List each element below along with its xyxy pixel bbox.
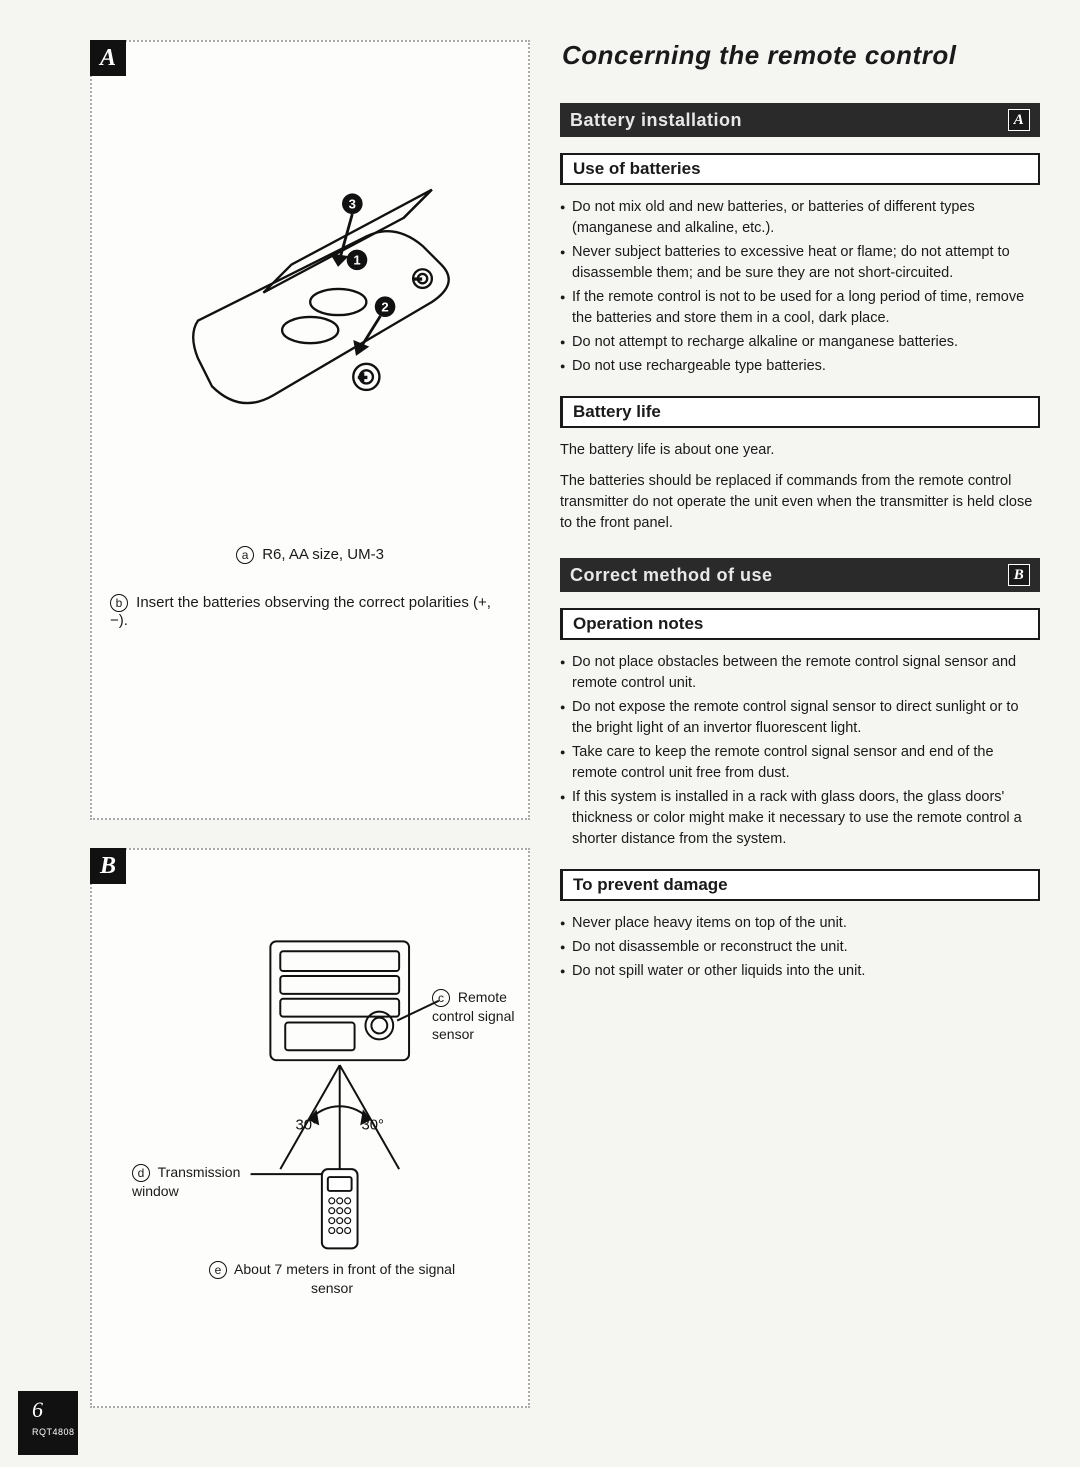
list-item: If the remote control is not to be used … (560, 287, 1040, 329)
doc-id: RQT4808 (32, 1427, 64, 1437)
bar-battery-installation: Battery installation A (560, 103, 1040, 137)
heading-prevent-damage: To prevent damage (560, 869, 1040, 901)
paragraph: The batteries should be replaced if comm… (560, 471, 1040, 534)
svg-text:1: 1 (353, 253, 360, 268)
battery-life-text: The battery life is about one year. The … (560, 440, 1040, 544)
list-item: Do not expose the remote control signal … (560, 697, 1040, 739)
svg-text:30°: 30° (295, 1118, 318, 1134)
left-column: A (90, 40, 530, 1447)
svg-text:2: 2 (381, 299, 388, 314)
list-item: Take care to keep the remote control sig… (560, 742, 1040, 784)
marker-b: b (110, 594, 128, 612)
bar2-tag: B (1008, 564, 1030, 586)
caption-b: b Insert the batteries observing the cor… (102, 594, 518, 629)
list-item: Do not spill water or other liquids into… (560, 961, 1040, 982)
page-title: Concerning the remote control (560, 40, 1040, 71)
list-item: Do not attempt to recharge alkaline or m… (560, 332, 1040, 353)
label-d: d Transmission window (132, 1163, 262, 1200)
list-item: Do not use rechargeable type batteries. (560, 356, 1040, 377)
bar1-tag: A (1008, 109, 1030, 131)
battery-install-diagram: − + 3 1 2 (102, 62, 518, 542)
list-item: Do not mix old and new batteries, or bat… (560, 197, 1040, 239)
caption-a: a R6, AA size, UM-3 (102, 546, 518, 564)
right-column: Concerning the remote control Battery in… (560, 40, 1040, 1447)
marker-e: e (209, 1261, 227, 1279)
operation-notes-text: Do not place obstacles between the remot… (560, 652, 1040, 853)
page-number: 6 (32, 1397, 43, 1422)
marker-a: a (236, 546, 254, 564)
label-e: e About 7 meters in front of the signal … (202, 1260, 462, 1297)
list-item: Never subject batteries to excessive hea… (560, 242, 1040, 284)
svg-text:+: + (358, 369, 367, 386)
list-item: Never place heavy items on top of the un… (560, 913, 1040, 934)
bar1-label: Battery installation (570, 110, 742, 131)
heading-operation-notes: Operation notes (560, 608, 1040, 640)
panel-a: A (90, 40, 530, 820)
list-item: Do not place obstacles between the remot… (560, 652, 1040, 694)
panel-b: B (90, 848, 530, 1408)
caption-a-text: R6, AA size, UM-3 (262, 546, 384, 563)
prevent-damage-text: Never place heavy items on top of the un… (560, 913, 1040, 985)
label-c: c Remote control signal sensor (432, 988, 542, 1044)
bar-correct-method: Correct method of use B (560, 558, 1040, 592)
marker-c: c (432, 989, 450, 1007)
remote-range-diagram: 30° 30° c Remote control signal sensor d… (102, 870, 518, 1290)
page-number-badge: 6 RQT4808 (18, 1391, 78, 1455)
svg-text:−: − (414, 271, 422, 286)
svg-text:30°: 30° (362, 1118, 385, 1134)
manual-page: A (0, 0, 1080, 1467)
label-e-text: About 7 meters in front of the signal se… (234, 1261, 455, 1296)
list-item: Do not disassemble or reconstruct the un… (560, 937, 1040, 958)
marker-d: d (132, 1164, 150, 1182)
svg-text:3: 3 (348, 196, 355, 211)
panel-a-badge: A (90, 40, 126, 76)
caption-b-text: Insert the batteries observing the corre… (110, 594, 491, 629)
bar2-label: Correct method of use (570, 565, 773, 586)
list-item: If this system is installed in a rack wi… (560, 787, 1040, 850)
heading-battery-life: Battery life (560, 396, 1040, 428)
use-of-batteries-text: Do not mix old and new batteries, or bat… (560, 197, 1040, 380)
heading-use-of-batteries: Use of batteries (560, 153, 1040, 185)
paragraph: The battery life is about one year. (560, 440, 1040, 461)
